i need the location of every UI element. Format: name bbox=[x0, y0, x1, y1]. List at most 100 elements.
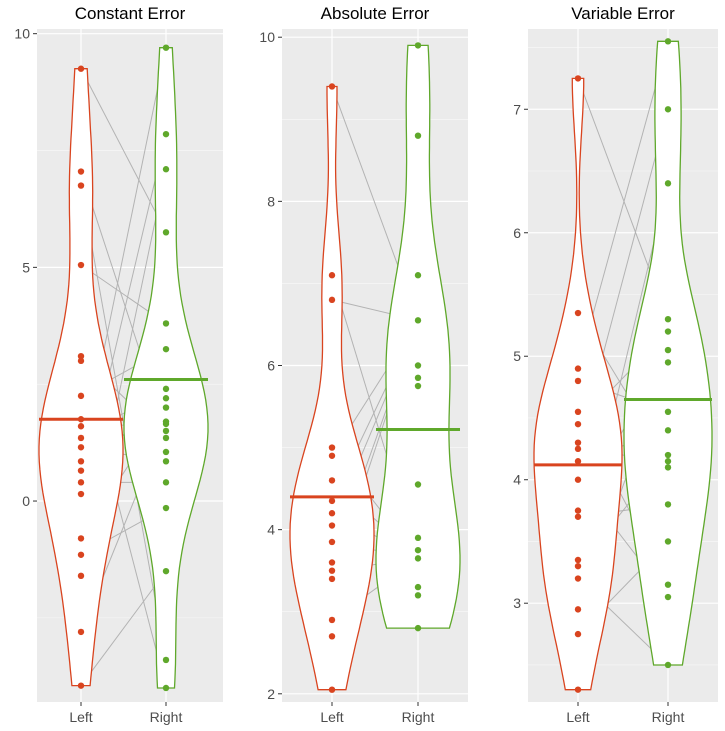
point-left bbox=[77, 479, 85, 486]
point-left bbox=[574, 630, 582, 638]
point-right bbox=[162, 504, 170, 512]
panel-constant-error: 0 5 10 Left Right Constant Error bbox=[14, 4, 223, 725]
point-left bbox=[574, 75, 582, 82]
point-left bbox=[328, 575, 336, 583]
y-tick-label: 6 bbox=[267, 358, 275, 374]
point-left bbox=[328, 633, 336, 640]
point-right bbox=[664, 359, 672, 366]
y-tick-label: 2 bbox=[267, 686, 275, 702]
point-right bbox=[414, 534, 422, 542]
point-left bbox=[77, 434, 85, 442]
point-right bbox=[162, 404, 170, 411]
point-left bbox=[328, 296, 336, 304]
point-left bbox=[77, 423, 85, 430]
point-right bbox=[664, 427, 672, 434]
point-right bbox=[414, 362, 422, 369]
point-right bbox=[664, 501, 672, 508]
point-left bbox=[77, 535, 85, 542]
x-tick-label: Right bbox=[652, 709, 685, 725]
x-tick-label: Right bbox=[150, 709, 183, 725]
point-left bbox=[574, 686, 582, 693]
point-left bbox=[574, 439, 582, 446]
point-left bbox=[328, 83, 336, 90]
point-right bbox=[162, 44, 170, 51]
point-right bbox=[414, 382, 422, 390]
point-right bbox=[414, 317, 422, 324]
point-left bbox=[328, 538, 336, 546]
point-right bbox=[162, 395, 170, 402]
violin-right bbox=[375, 44, 461, 629]
point-right bbox=[162, 567, 170, 575]
point-left bbox=[574, 309, 582, 317]
panel-title: Absolute Error bbox=[321, 4, 430, 23]
point-right bbox=[414, 546, 422, 554]
point-right bbox=[414, 624, 422, 632]
point-left bbox=[77, 352, 85, 360]
y-tick-label: 5 bbox=[22, 259, 30, 275]
point-left bbox=[77, 65, 85, 72]
point-right bbox=[664, 346, 672, 354]
point-left bbox=[77, 572, 85, 580]
point-right bbox=[414, 42, 422, 49]
point-right bbox=[414, 272, 422, 279]
point-right bbox=[162, 479, 170, 486]
point-left bbox=[77, 261, 85, 269]
violin-left bbox=[38, 68, 124, 687]
point-right bbox=[162, 448, 170, 456]
point-right bbox=[664, 593, 672, 601]
point-left bbox=[574, 445, 582, 453]
point-left bbox=[574, 606, 582, 613]
point-left bbox=[77, 444, 85, 451]
x-tick-label: Left bbox=[320, 709, 343, 725]
point-right bbox=[162, 130, 170, 138]
point-right bbox=[414, 481, 422, 488]
point-left bbox=[574, 420, 582, 428]
point-left bbox=[574, 458, 582, 465]
point-left bbox=[328, 497, 336, 505]
point-left bbox=[574, 556, 582, 564]
point-left bbox=[328, 686, 336, 693]
point-right bbox=[162, 385, 170, 393]
pair-line bbox=[80, 570, 167, 686]
point-left bbox=[328, 616, 336, 624]
point-left bbox=[574, 562, 582, 570]
y-tick-label: 4 bbox=[513, 472, 521, 488]
y-tick-label: 8 bbox=[267, 193, 275, 209]
point-left bbox=[574, 476, 582, 483]
panel-absolute-error: 2 4 6 8 10 Left Right Absolute Error bbox=[259, 4, 468, 725]
point-right bbox=[162, 229, 170, 236]
y-tick-label: 7 bbox=[513, 101, 521, 117]
point-right bbox=[664, 315, 672, 323]
point-left bbox=[328, 522, 336, 529]
point-left bbox=[328, 272, 336, 279]
point-left bbox=[77, 392, 85, 400]
x-tick-label: Left bbox=[566, 709, 589, 725]
y-tick-label: 6 bbox=[513, 225, 521, 241]
point-left bbox=[328, 444, 336, 451]
point-left bbox=[77, 168, 85, 175]
point-left bbox=[328, 567, 336, 574]
y-tick-label: 4 bbox=[267, 522, 275, 538]
point-right bbox=[664, 464, 672, 471]
point-left bbox=[574, 365, 582, 372]
point-left bbox=[328, 510, 336, 517]
point-left bbox=[77, 551, 85, 558]
pair-line bbox=[80, 68, 167, 233]
point-left bbox=[574, 377, 582, 385]
point-left bbox=[77, 490, 85, 498]
point-left bbox=[77, 682, 85, 689]
point-left bbox=[77, 628, 85, 636]
point-right bbox=[162, 656, 170, 664]
y-tick-label: 3 bbox=[513, 595, 521, 611]
y-tick-label: 10 bbox=[259, 29, 275, 45]
y-tick-label: 5 bbox=[513, 348, 521, 364]
point-left bbox=[77, 357, 85, 365]
point-right bbox=[414, 583, 422, 591]
point-right bbox=[414, 592, 422, 599]
point-left bbox=[574, 575, 582, 582]
x-tick-label: Left bbox=[69, 709, 92, 725]
point-right bbox=[664, 451, 672, 459]
point-right bbox=[664, 408, 672, 416]
point-right bbox=[664, 106, 672, 113]
